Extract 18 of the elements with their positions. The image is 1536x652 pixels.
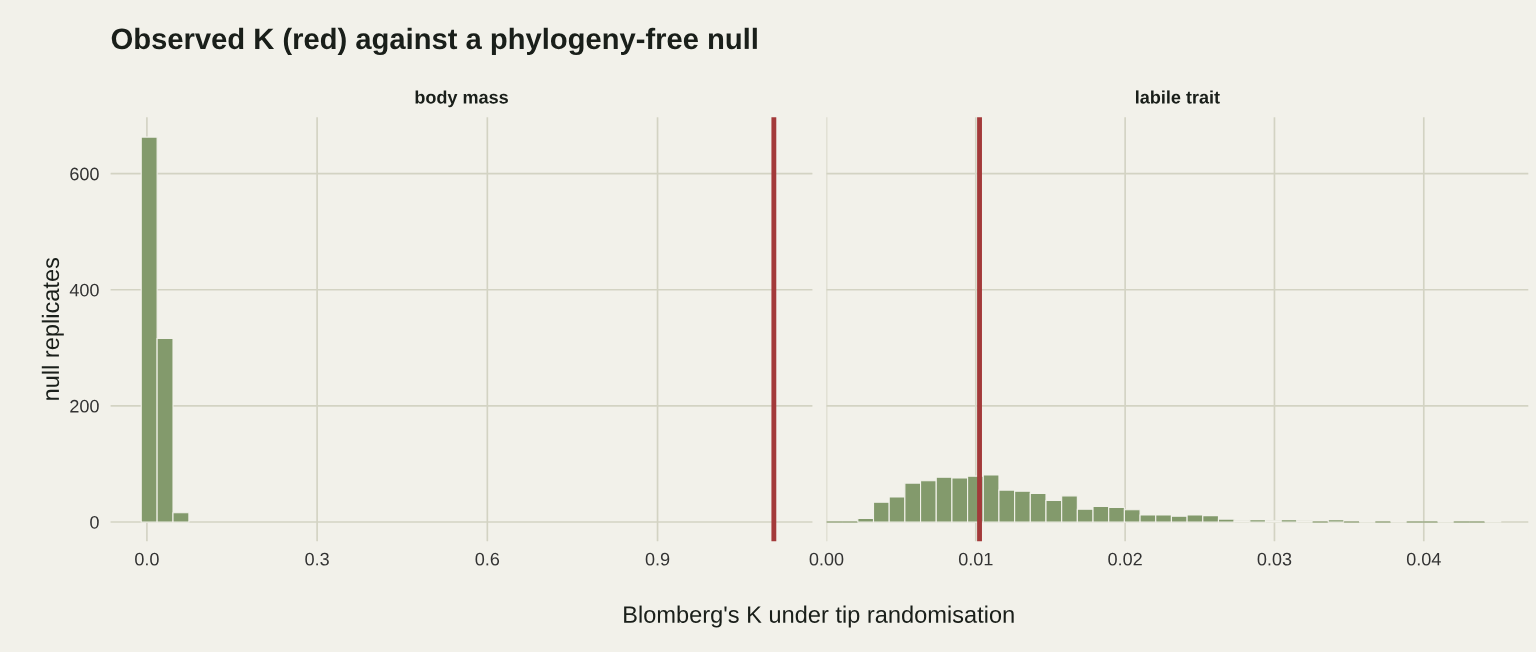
x-tick-label: 0.03 [1257, 552, 1292, 566]
chart-subtitle: labile trait [1136, 90, 1220, 104]
x-tick-label: 0.01 [958, 552, 993, 566]
y-tick-label: 400 [69, 283, 99, 297]
x-tick-label: 0.9 [645, 552, 670, 566]
chart-subtitle: body mass [415, 90, 508, 108]
x-tick-label: 0.6 [475, 552, 500, 566]
x-tick-label: 0.00 [809, 552, 844, 566]
x-tick-label: 0.0 [135, 552, 159, 566]
chart-title: Observed K (red) against a phylogeny-free null [111, 27, 757, 56]
x-axis-title: Blomberg's K under tip randomisation [624, 605, 1014, 628]
x-tick-label: 0.04 [1406, 552, 1441, 566]
y-axis-title: null replicates [41, 257, 64, 400]
y-tick-label: 600 [70, 167, 99, 181]
y-tick-label: 0 [90, 515, 99, 529]
x-tick-label: 0.3 [305, 552, 329, 566]
x-tick-label: 0.02 [1108, 552, 1142, 566]
y-tick-label: 200 [70, 399, 99, 413]
